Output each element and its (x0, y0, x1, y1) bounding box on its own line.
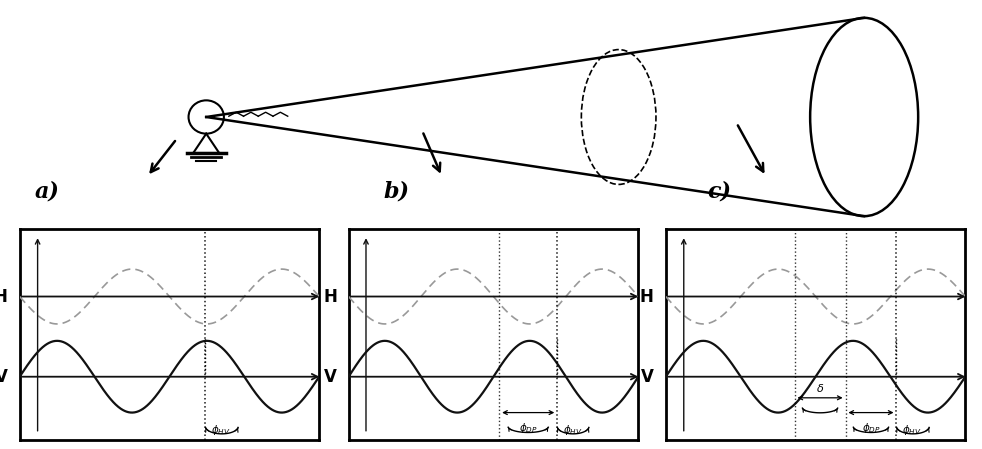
Text: b): b) (383, 180, 409, 202)
Text: H: H (0, 287, 8, 305)
Text: V: V (0, 368, 8, 386)
Text: V: V (641, 368, 654, 386)
Text: H: H (323, 287, 337, 305)
Text: $\phi_{HV}$: $\phi_{HV}$ (563, 423, 582, 437)
Text: $\phi_{HV}$: $\phi_{HV}$ (211, 423, 231, 437)
Text: $\phi_{DP}$: $\phi_{DP}$ (861, 421, 880, 435)
Text: $\phi_{DP}$: $\phi_{DP}$ (518, 421, 537, 435)
Text: H: H (640, 287, 654, 305)
Text: c): c) (707, 180, 731, 202)
Text: $\phi_{HV}$: $\phi_{HV}$ (902, 423, 922, 437)
Text: $\delta$: $\delta$ (816, 382, 824, 394)
Text: a): a) (34, 180, 59, 202)
Text: V: V (324, 368, 337, 386)
